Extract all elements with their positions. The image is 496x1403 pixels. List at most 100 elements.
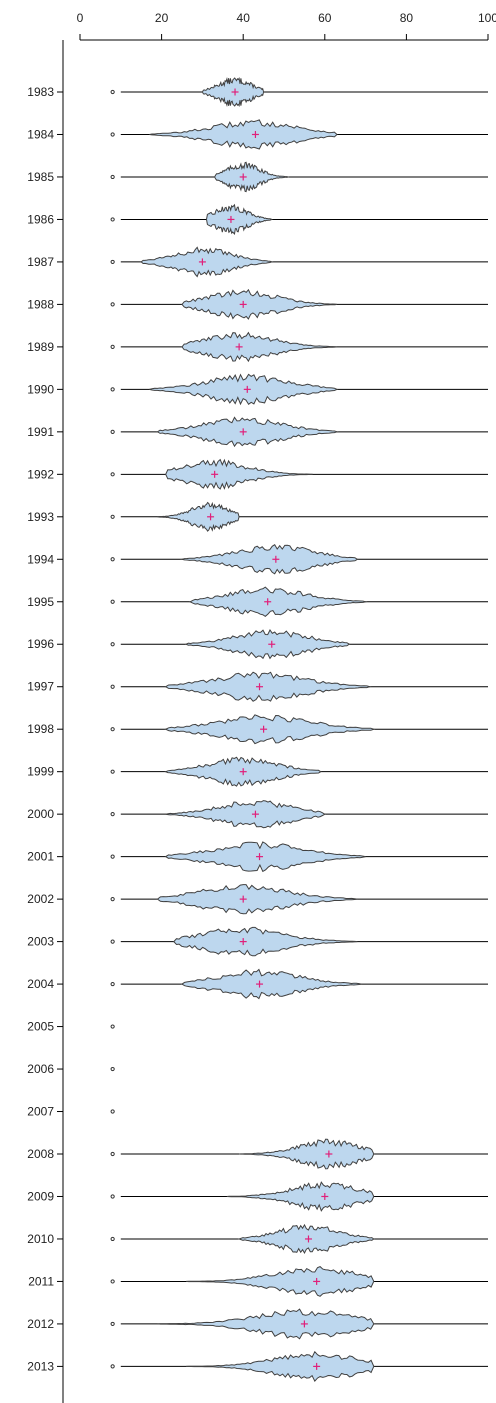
reference-marker [110,1024,115,1029]
bean-1996 [184,629,351,660]
mean-marker [256,980,264,988]
mean-marker [243,385,251,393]
y-tick-label: 2002 [27,892,54,906]
y-tick-label: 1990 [27,382,54,396]
reference-marker [110,514,115,519]
reference-marker [110,939,115,944]
reference-marker [110,1279,115,1284]
reference-marker [110,302,115,307]
y-tick-label: 2011 [28,1274,54,1288]
y-tick-label: 2012 [27,1317,54,1331]
y-tick-label: 1998 [27,722,54,736]
bean-2000 [165,800,326,829]
x-tick-label: 100 [478,11,496,25]
mean-marker [231,88,239,96]
y-tick-label: 2013 [27,1359,54,1373]
y-tick-label: 2006 [27,1062,54,1076]
bean-1993 [157,501,240,532]
mean-marker [239,300,247,308]
reference-marker [110,897,115,902]
reference-marker [110,557,115,562]
y-tick-label: 2005 [27,1020,54,1034]
bean-2003 [173,926,358,957]
y-tick-label: 1995 [27,595,54,609]
reference-marker [110,344,115,349]
y-tick-label: 2003 [27,935,54,949]
mean-marker [321,1192,329,1200]
reference-marker [110,1321,115,1327]
y-tick-label: 1999 [27,765,54,779]
y-tick-label: 1992 [27,467,54,481]
mean-marker [239,173,247,181]
x-tick-label: 60 [318,11,332,25]
reference-marker [110,472,115,477]
y-tick-label: 1984 [27,127,54,141]
y-tick-label: 1994 [27,552,54,566]
mean-marker [272,555,280,563]
mean-marker [268,640,276,648]
bean-2004 [181,968,362,1000]
bean-1990 [149,373,339,406]
y-tick-label: 1988 [27,297,54,311]
reference-marker [110,1364,115,1369]
reference-marker [110,1151,115,1157]
mean-marker [198,258,206,266]
y-tick-label: 1991 [27,425,54,439]
mean-marker [239,938,247,946]
y-axis: 1983 1984 1985 1986 1987 1988 1989 1990 1991 1992… [27,40,64,1403]
y-tick-label: 2000 [27,807,54,821]
x-tick-label: 80 [400,11,414,25]
mean-marker [235,343,243,351]
reference-marker [110,1194,115,1199]
y-tick-label: 2010 [27,1232,54,1246]
bean-2001 [164,841,366,873]
reference-marker [110,1066,115,1072]
bean-1998 [164,714,376,745]
bean-1997 [164,671,372,702]
reference-marker [110,684,115,689]
reference-marker [110,174,115,180]
y-tick-label: 1986 [27,212,54,226]
x-tick-label: 0 [77,11,84,25]
reference-marker [110,1109,115,1114]
mean-marker [260,725,268,733]
mean-marker [313,1362,321,1370]
reference-marker [110,387,115,392]
y-tick-label: 1993 [27,510,54,524]
y-tick-label: 1997 [27,680,54,694]
reference-marker [110,429,115,434]
mean-marker [313,1277,321,1285]
reference-marker [110,727,115,732]
reference-marker [110,599,115,604]
x-tick-label: 40 [237,11,251,25]
mean-marker [300,1320,308,1328]
y-tick-label: 1989 [27,340,54,354]
y-tick-label: 1996 [27,637,54,651]
reference-marker [110,769,115,774]
x-tick-label: 20 [155,11,169,25]
mean-marker [256,683,264,691]
reference-marker [110,981,115,987]
y-tick-label: 2001 [27,850,54,864]
reference-marker [110,854,115,859]
reference-marker [110,642,115,647]
bean-2009 [226,1181,375,1212]
bean-2011 [186,1266,375,1297]
bean-1992 [165,458,313,490]
bean-2012 [157,1308,375,1340]
mean-marker [239,768,247,776]
y-tick-label: 2009 [27,1189,54,1203]
bean-1994 [180,543,359,575]
mean-marker [264,598,272,606]
y-tick-label: 2008 [27,1147,54,1161]
reference-marker [110,812,115,817]
reference-marker [110,217,115,222]
mean-marker [207,513,215,521]
reference-marker [110,132,115,137]
bean-1991 [156,416,339,448]
bean-1986 [205,203,274,235]
reference-marker [110,259,115,265]
bean-1987 [140,246,274,278]
x-axis: 0 20 40 60 80 100 [77,11,496,41]
